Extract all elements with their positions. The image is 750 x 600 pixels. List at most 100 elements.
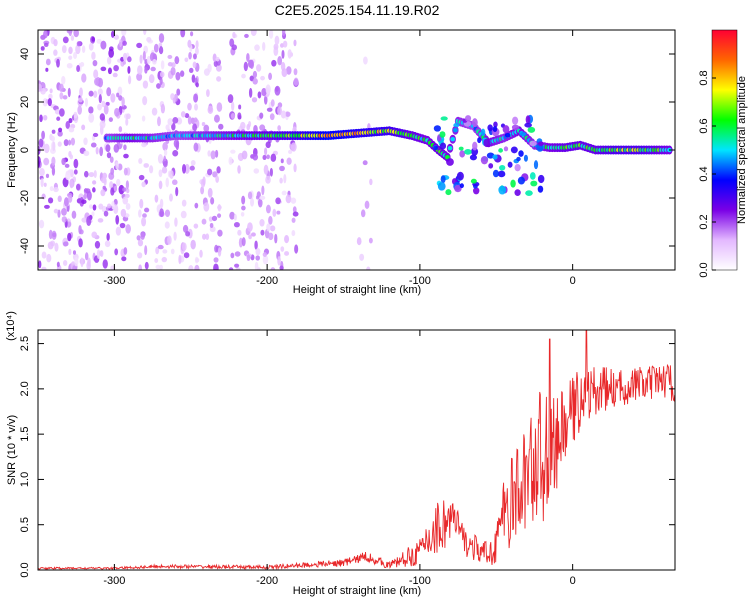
spectrogram-speckle bbox=[67, 232, 72, 242]
spectrogram-speckle bbox=[256, 64, 262, 72]
spectrogram-speckle bbox=[113, 185, 118, 192]
spectrogram-speckle bbox=[264, 147, 268, 156]
spectrogram-blob bbox=[470, 178, 477, 184]
spectrogram-speckle bbox=[161, 256, 168, 263]
spectrogram-speckle bbox=[126, 188, 130, 194]
spectrogram-speckle bbox=[281, 30, 286, 37]
spectrogram-speckle bbox=[93, 90, 98, 98]
spectrogram-blob bbox=[459, 150, 466, 158]
spectrogram-speckle bbox=[67, 194, 73, 203]
spectrogram-speckle bbox=[203, 68, 210, 76]
spectrogram-marks bbox=[38, 30, 673, 270]
spectrogram-speckle bbox=[119, 222, 126, 229]
spectrogram-speckle bbox=[40, 46, 45, 51]
spectrogram-speckle bbox=[207, 168, 213, 176]
spectrogram-speckle bbox=[194, 202, 199, 209]
spectrogram-speckle bbox=[73, 158, 79, 169]
spectrogram-speckle bbox=[141, 181, 146, 188]
spectrogram-speckle bbox=[183, 252, 190, 259]
spectrogram-speckle bbox=[137, 65, 143, 75]
spectrogram-blob bbox=[437, 181, 446, 191]
spectrogram-speckle bbox=[250, 30, 257, 36]
spectrogram-speckle bbox=[290, 197, 297, 204]
spectrogram-speckle bbox=[86, 190, 92, 201]
spectrogram-speckle bbox=[112, 72, 118, 78]
spectrogram-speckle bbox=[71, 210, 77, 219]
spectrogram-speckle bbox=[202, 176, 206, 186]
spectrogram-speckle bbox=[68, 46, 73, 55]
spectrogram-speckle bbox=[170, 248, 175, 255]
spectrogram-speckle bbox=[138, 264, 143, 270]
spectrogram-speckle bbox=[68, 127, 75, 133]
spectrogram-speckle bbox=[97, 218, 104, 223]
spectrogram-speckle bbox=[234, 251, 241, 257]
spectrogram-speckle bbox=[243, 61, 248, 72]
snr-panel: -300 -200 -100 0 0.0 0.5 1.0 1.5 2.0 2.5 Height o… bbox=[5, 311, 676, 597]
spectrogram-speckle bbox=[205, 233, 210, 240]
spectrogram-speckle bbox=[106, 56, 112, 65]
spectrogram-speckle bbox=[185, 231, 191, 237]
spectrogram-blob bbox=[492, 169, 499, 178]
spectrogram-speckle bbox=[189, 165, 195, 171]
spectrogram-speckle bbox=[241, 237, 246, 247]
spectrogram-speckle bbox=[91, 36, 95, 42]
spectrogram-blob bbox=[433, 145, 439, 151]
spectrogram-speckle bbox=[190, 31, 194, 37]
spectrogram-speckle bbox=[58, 127, 63, 133]
spectrogram-speckle bbox=[231, 44, 238, 51]
spectrogram-blob bbox=[516, 156, 521, 162]
spectrogram-blob bbox=[538, 141, 544, 147]
spectrogram-speckle bbox=[92, 180, 97, 185]
spectrogram-speckle bbox=[290, 142, 297, 152]
spectrogram-speckle bbox=[109, 156, 114, 163]
spectrogram-speckle bbox=[173, 138, 180, 148]
spectrogram-speckle bbox=[103, 104, 109, 115]
spectrogram-speckle bbox=[94, 240, 101, 249]
spectrogram-speckle bbox=[263, 95, 268, 105]
y-tick-label: 1.0 bbox=[19, 472, 31, 487]
spectrogram-speckle bbox=[73, 52, 78, 59]
spectrogram-speckle bbox=[43, 42, 49, 47]
spectrogram-speckle bbox=[286, 157, 292, 165]
spectrogram-speckle bbox=[81, 45, 86, 53]
spectrogram-speckle bbox=[215, 175, 220, 183]
spectrogram-blob bbox=[480, 155, 489, 165]
spectrogram-speckle bbox=[52, 232, 57, 238]
spectrogram-speckle bbox=[172, 179, 178, 186]
colorbar-label: Normalized spectral amplitude bbox=[736, 76, 748, 224]
spectrogram-speckle bbox=[62, 95, 68, 100]
spectrogram-speckle bbox=[240, 211, 245, 217]
x-tick-label: -200 bbox=[256, 275, 278, 287]
spectrogram-speckle bbox=[269, 225, 276, 232]
spectrogram-speckle bbox=[47, 241, 54, 250]
spectrogram-speckle bbox=[144, 261, 149, 270]
spectrogram-ylabel: Frequency (Hz) bbox=[6, 112, 18, 188]
spectrogram-speckle bbox=[149, 165, 154, 174]
spectrogram-speckle bbox=[268, 30, 274, 39]
spectrogram-speckle bbox=[270, 153, 277, 162]
spectrogram-speckle bbox=[162, 249, 168, 254]
spectrogram-speckle bbox=[73, 169, 78, 175]
spectrogram-speckle bbox=[170, 66, 176, 76]
spectrogram-speckle bbox=[181, 199, 187, 207]
spectrogram-speckle bbox=[163, 160, 168, 168]
spectrogram-speckle bbox=[150, 66, 156, 72]
spectrogram-blob bbox=[498, 148, 503, 153]
spectrogram-speckle bbox=[65, 121, 70, 129]
spectrogram-blob bbox=[480, 128, 486, 137]
spectrogram-speckle bbox=[277, 102, 283, 108]
spectrogram-speckle bbox=[265, 84, 271, 95]
spectrogram-blob bbox=[477, 137, 482, 144]
spectrogram-speckle bbox=[230, 252, 235, 259]
spectrogram-speckle bbox=[259, 219, 265, 227]
spectrogram-speckle bbox=[122, 40, 127, 46]
spectrogram-speckle bbox=[98, 203, 104, 210]
spectrogram-speckle bbox=[136, 235, 141, 241]
spectrogram-speckle bbox=[228, 156, 233, 166]
spectrogram-speckle bbox=[123, 144, 127, 151]
colorbar-tick-label: 0.0 bbox=[698, 262, 710, 277]
spectrogram-speckle bbox=[91, 211, 95, 217]
spectrogram-speckle bbox=[72, 265, 77, 270]
spectrogram-speckle bbox=[43, 182, 47, 187]
